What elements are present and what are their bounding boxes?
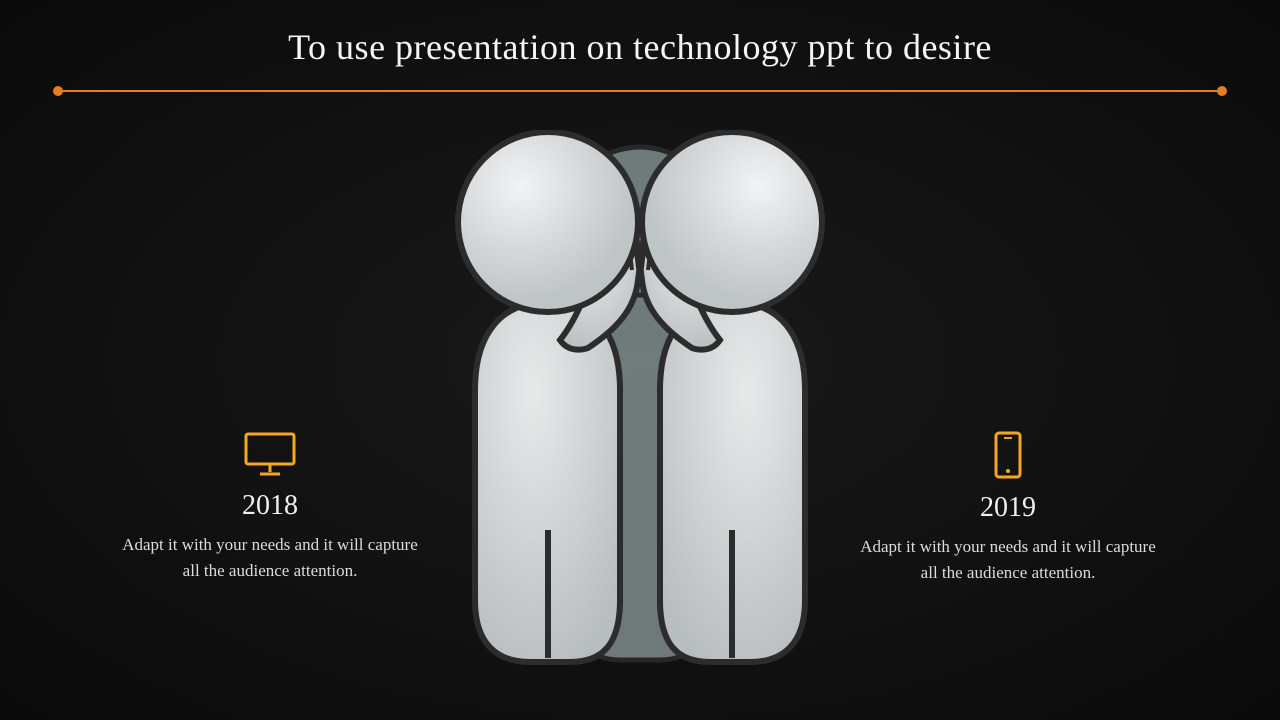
year-label: 2018 <box>120 490 420 522</box>
desc-text: Adapt it with your needs and it will cap… <box>858 534 1158 585</box>
center-figures <box>420 130 860 670</box>
divider-line <box>58 90 1222 92</box>
divider-dot-right <box>1217 86 1227 96</box>
content-block-2018: 2018 Adapt it with your needs and it wil… <box>120 430 420 583</box>
divider-dot-left <box>53 86 63 96</box>
monitor-icon <box>120 430 420 478</box>
title-divider <box>58 86 1222 96</box>
mobile-icon <box>858 430 1158 480</box>
desc-text: Adapt it with your needs and it will cap… <box>120 532 420 583</box>
year-label: 2019 <box>858 492 1158 524</box>
content-block-2019: 2019 Adapt it with your needs and it wil… <box>858 430 1158 585</box>
slide-title: To use presentation on technology ppt to… <box>0 0 1280 68</box>
